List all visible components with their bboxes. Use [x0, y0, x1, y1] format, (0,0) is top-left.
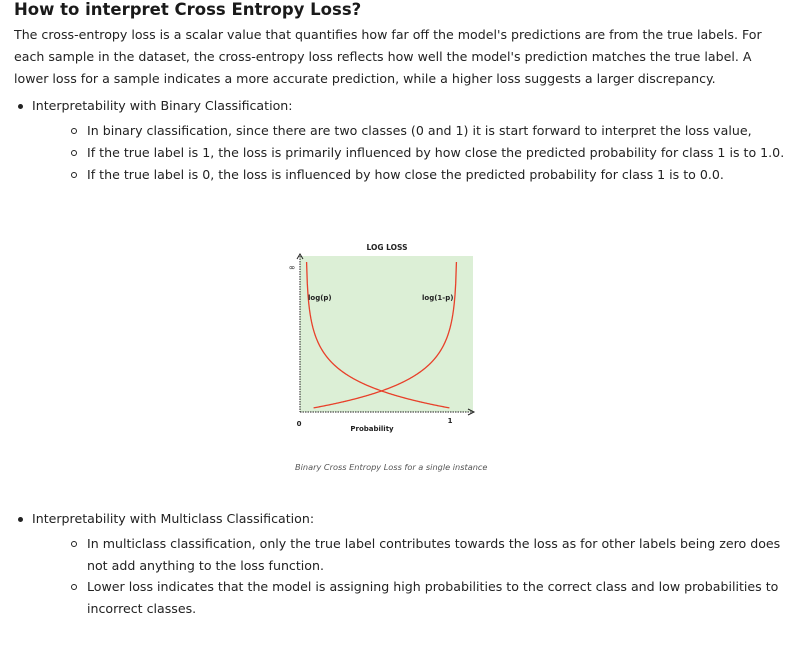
- section-title: Interpretability with Binary Classificat…: [32, 98, 293, 113]
- y-tick-label: ∞: [289, 263, 296, 272]
- bullet-icon: [18, 104, 23, 109]
- circle-bullet-icon: [71, 128, 77, 134]
- list-item-text: If the true label is 1, the loss is prim…: [87, 145, 785, 160]
- series-line: [305, 261, 450, 409]
- plot-background: [300, 256, 473, 412]
- x-tick-label: 1: [448, 417, 453, 425]
- intro-paragraph: The cross-entropy loss is a scalar value…: [14, 24, 774, 90]
- x-axis-arrow-icon: [467, 408, 476, 416]
- y-axis-arrow-icon: [296, 253, 304, 260]
- page-title: How to interpret Cross Entropy Loss?: [14, 0, 362, 19]
- log-loss-figure: LOG LOSS ∞ 0 1 Probability log(p) log(1-…: [276, 236, 506, 486]
- figure-caption: Binary Cross Entropy Loss for a single i…: [295, 462, 488, 472]
- list-item-text: Lower loss indicates that the model is a…: [87, 579, 779, 594]
- circle-bullet-icon: [71, 172, 77, 178]
- intro-line: The cross-entropy loss is a scalar value…: [14, 27, 762, 42]
- list-item-text: In binary classification, since there ar…: [87, 123, 752, 138]
- circle-bullet-icon: [71, 584, 77, 590]
- series-line: [313, 261, 458, 409]
- intro-line: each sample in the dataset, the cross-en…: [14, 49, 752, 64]
- x-axis-label: Probability: [350, 425, 394, 433]
- bullet-icon: [18, 517, 23, 522]
- log-loss-chart: LOG LOSS ∞ 0 1 Probability log(p) log(1-…: [289, 243, 476, 433]
- list-item-text: If the true label is 0, the loss is infl…: [87, 167, 724, 182]
- list-item-text: In multiclass classification, only the t…: [87, 536, 781, 551]
- circle-bullet-icon: [71, 150, 77, 156]
- chart-title: LOG LOSS: [366, 243, 407, 252]
- x-tick-label: 0: [297, 420, 302, 428]
- circle-bullet-icon: [71, 541, 77, 547]
- list-item-text: not add anything to the loss function.: [87, 558, 324, 573]
- series-label: log(p): [308, 294, 332, 302]
- series-label: log(1-p): [422, 294, 453, 302]
- intro-line: lower loss for a sample indicates a more…: [14, 71, 716, 86]
- section-title: Interpretability with Multiclass Classif…: [32, 511, 315, 526]
- list-item-text: incorrect classes.: [87, 601, 197, 616]
